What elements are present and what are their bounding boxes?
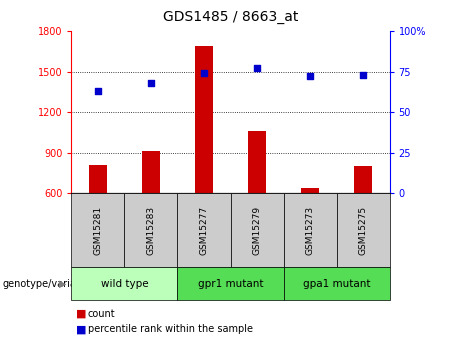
- Text: GSM15275: GSM15275: [359, 206, 367, 255]
- Point: [148, 80, 155, 86]
- Text: count: count: [88, 309, 115, 319]
- Text: percentile rank within the sample: percentile rank within the sample: [88, 325, 253, 334]
- Text: gpa1 mutant: gpa1 mutant: [303, 279, 370, 289]
- Bar: [354, 166, 372, 193]
- Text: ■: ■: [76, 309, 87, 319]
- Text: GSM15273: GSM15273: [306, 206, 314, 255]
- Point: [306, 74, 313, 79]
- Bar: [195, 46, 213, 193]
- Bar: [301, 188, 319, 193]
- Text: GSM15279: GSM15279: [253, 206, 261, 255]
- Text: wild type: wild type: [100, 279, 148, 289]
- Text: gpr1 mutant: gpr1 mutant: [198, 279, 263, 289]
- Text: ▶: ▶: [59, 279, 67, 289]
- Text: GSM15277: GSM15277: [200, 206, 208, 255]
- Point: [94, 88, 101, 94]
- Text: GDS1485 / 8663_at: GDS1485 / 8663_at: [163, 10, 298, 24]
- Text: ■: ■: [76, 325, 87, 334]
- Bar: [89, 165, 107, 193]
- Point: [254, 66, 261, 71]
- Text: GSM15281: GSM15281: [94, 206, 102, 255]
- Bar: [142, 151, 160, 193]
- Point: [200, 70, 207, 76]
- Text: genotype/variation: genotype/variation: [2, 279, 95, 289]
- Point: [359, 72, 366, 78]
- Text: GSM15283: GSM15283: [147, 206, 155, 255]
- Bar: [248, 131, 266, 193]
